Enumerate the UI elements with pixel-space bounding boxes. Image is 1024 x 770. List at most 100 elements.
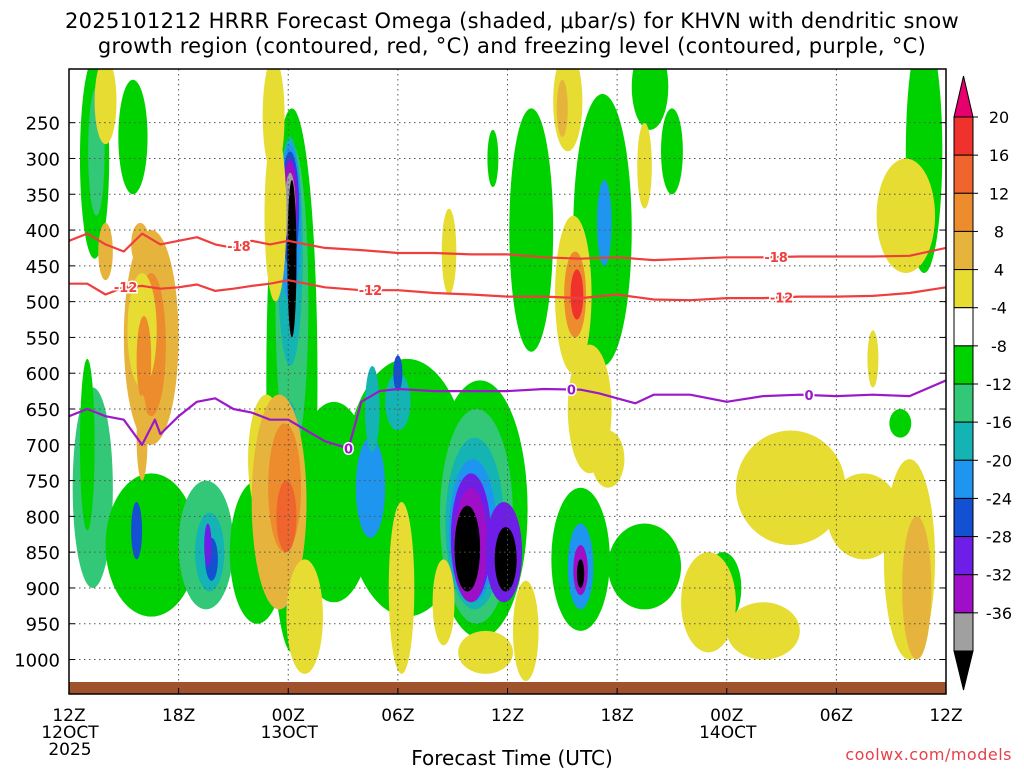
omega-cell [576,559,585,588]
colorbar-label: -28 [986,528,1012,547]
omega-cell [631,69,669,130]
omega-cell [432,559,455,646]
freezing-level-contour-label: 0 [804,389,813,404]
colorbar-bin [953,536,974,576]
contour-lines: -18 -18 -12 -12 -12 0 0 0 [69,232,946,459]
time-tick-label: 12Z [491,706,524,726]
dendritic-contour [69,232,946,262]
pressure-tick-label: 300 [26,149,60,170]
omega-cell [79,358,95,531]
pressure-tick-label: 950 [26,615,60,636]
omega-cell [118,79,148,195]
colorbar-label: -32 [986,566,1012,585]
omega-cell [98,222,113,281]
pressure-tick-label: 400 [26,221,60,242]
colorbar-label: -20 [986,451,1012,470]
colorbar-bin [953,345,974,385]
pressure-tick-label: 250 [26,114,60,135]
x-axis-label: Forecast Time (UTC) [411,746,613,770]
omega-cell [902,516,932,660]
colorbar-bin [953,154,974,194]
date-tick-label: 14OCT [699,723,757,743]
omega-cell [385,373,411,431]
date-tick-label: 13OCT [261,723,319,743]
freezing-level-contour-label: 0 [567,383,576,398]
colorbar-bin [953,497,974,538]
omega-cell [726,602,800,660]
colorbar-bin [953,192,974,232]
omega-cell [276,480,297,553]
chart-title-line-1: 2025101212 HRRR Forecast Omega (shaded, … [65,9,959,33]
omega-cell [393,355,403,392]
pressure-tick-label: 900 [26,579,60,600]
time-tick-label: 06Z [381,706,414,726]
time-tick-label: 18Z [600,706,633,726]
colorbar-label: -16 [986,413,1012,432]
omega-shading [72,69,943,681]
omega-cell [454,505,481,592]
colorbar-label: -8 [991,337,1007,356]
omega-cell [494,527,517,592]
pressure-tick-label: 650 [26,400,60,421]
colorbar-bin [953,459,974,499]
colorbar-bin [953,269,974,309]
grid-lines [69,69,946,681]
pressure-tick-label: 800 [26,507,60,528]
omega-cell [355,437,386,538]
colorbar-cap-top [953,75,974,118]
omega-cell [105,473,197,617]
year-tick-label: 2025 [48,740,91,760]
omega-cell [286,559,323,674]
time-tick-label: 06Z [820,706,853,726]
omega-cell [287,179,297,338]
omega-cell [136,394,148,481]
credit-link[interactable]: coolwx.com/models [845,745,1012,764]
time-tick-label: 00Z [710,706,743,726]
time-tick-label: 12Z [52,706,85,726]
pressure-tick-label: 1000 [14,651,60,672]
omega-cell [388,502,415,674]
colorbar-label: -4 [991,299,1007,318]
omega-cell [681,552,736,653]
freezing-level-contour [69,379,946,450]
omega-cell [637,122,652,209]
chart-title-line-2: growth region (contoured, red, °C) and f… [97,34,927,58]
pressure-tick-label: 500 [26,293,60,314]
colorbar-bin [953,612,974,652]
omega-cell [136,315,152,402]
omega-cell [591,430,625,488]
omega-cell [570,269,584,320]
colorbar-label: -24 [986,489,1012,508]
colorbar-label: 12 [989,184,1009,203]
time-tick-label: 00Z [272,706,305,726]
pressure-tick-label: 750 [26,472,60,493]
pressure-tick-label: 700 [26,436,60,457]
colorbar-label: 8 [994,222,1004,241]
freezing-level-contour-label: 0 [344,442,353,457]
colorbar-bin [953,307,974,347]
colorbar-label: -36 [986,604,1012,623]
omega-cell [867,330,879,388]
omega-cell [597,179,612,266]
time-tick-label: 18Z [162,706,195,726]
omega-cell [204,523,212,567]
omega-cell [827,473,901,560]
pressure-tick-label: 550 [26,328,60,349]
colorbar-label: -12 [986,375,1012,394]
colorbar: 20 16 12 8 4 -4 -8 -12 -16 -20 -24 -28 -32 -36 [953,75,1012,691]
pressure-tick-label: 600 [26,364,60,385]
dendritic-contour-label: -18 [764,251,788,266]
omega-cell [441,208,457,295]
omega-cell [364,366,380,452]
omega-cell [131,502,143,560]
omega-cell [512,580,539,681]
colorbar-label: 16 [989,146,1009,165]
colorbar-bin [953,116,974,156]
omega-cell [876,158,936,273]
dendritic-contour-label: -18 [227,240,251,255]
omega-cell [487,129,499,188]
omega-cell [607,523,682,610]
pressure-axis: 250 300 350 400 450 500 550 600 650 700 750 800 850 9… [14,114,946,672]
